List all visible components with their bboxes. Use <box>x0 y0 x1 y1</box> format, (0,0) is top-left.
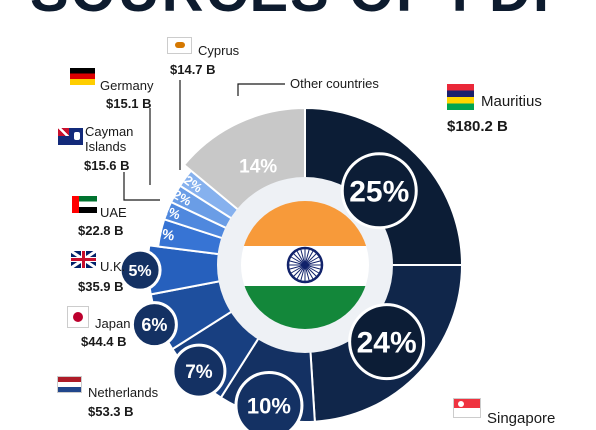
india-flag-icon <box>217 177 393 353</box>
label-germany: Germany <box>100 78 154 93</box>
value-label: 25% <box>349 176 409 209</box>
value-bubble <box>171 343 227 399</box>
mauritius-flag-icon <box>447 84 474 110</box>
label-other-countries: Other countries <box>290 76 379 91</box>
label-uk-amount: $35.9 B <box>78 279 124 294</box>
label-mauritius: Mauritius <box>481 93 542 110</box>
value-bubble <box>118 248 162 292</box>
value-label: 10% <box>247 393 291 418</box>
label-uae: UAE <box>100 205 127 220</box>
uk-flag-icon <box>71 251 96 268</box>
label-cyprus: Cyprus <box>198 43 240 58</box>
label-uae-amount: $22.8 B <box>78 223 124 238</box>
value-bubble <box>348 303 426 381</box>
value-label: 14% <box>239 156 277 177</box>
value-bubble <box>340 152 418 230</box>
value-label: 7% <box>185 362 213 383</box>
label-cayman-amount: $15.6 B <box>84 158 130 173</box>
label-germany-amount: $15.1 B <box>106 96 152 111</box>
value-label: 5% <box>129 263 152 280</box>
value-label: 2% <box>160 202 183 223</box>
japan-flag-icon <box>67 306 89 328</box>
label-uk: U.K. <box>100 259 126 274</box>
cayman-islands-flag-icon <box>58 128 83 145</box>
label-singapore: Singapore <box>487 410 556 427</box>
cyprus-flag-icon <box>167 37 192 54</box>
label-cayman: Cayman Islands <box>85 124 134 154</box>
value-bubble <box>130 301 178 349</box>
netherlands-flag-icon <box>57 376 82 393</box>
chart-title: SOURCES OF FDI <box>30 0 590 25</box>
value-label: 6% <box>141 315 167 335</box>
leader-line <box>237 83 285 96</box>
uae-flag-icon <box>72 196 97 213</box>
singapore-flag-icon <box>453 398 481 418</box>
label-netherlands: Netherlands <box>88 385 159 400</box>
germany-flag-icon <box>70 68 95 85</box>
value-label: 24% <box>357 326 417 359</box>
label-japan-amount: $44.4 B <box>81 334 127 349</box>
label-netherlands-amount: $53.3 B <box>88 404 134 419</box>
leader-line <box>123 172 160 201</box>
label-mauritius-amount: $180.2 B <box>447 118 508 135</box>
label-japan: Japan <box>95 316 131 331</box>
value-bubble <box>234 370 304 430</box>
value-label: 3% <box>153 224 177 244</box>
label-cyprus-amount: $14.7 B <box>170 62 216 77</box>
